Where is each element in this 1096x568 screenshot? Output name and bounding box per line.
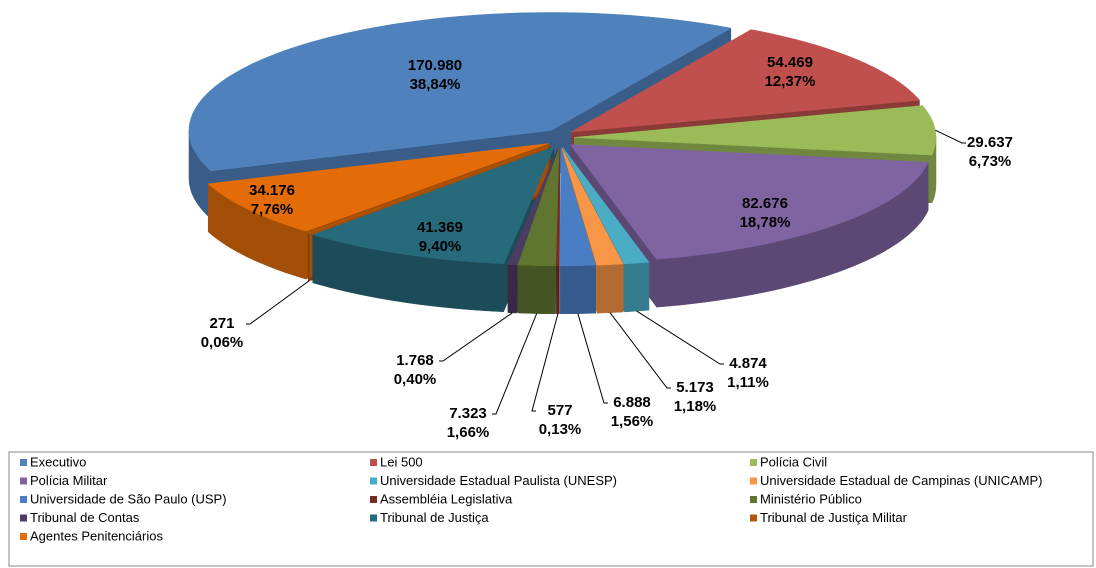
top-layer [188,12,937,267]
data-label: 29.637 [967,134,1013,151]
legend-swatch [370,477,377,485]
legend-swatch [20,514,27,522]
legend-swatch [370,496,377,503]
slice-wall [517,264,556,315]
leader-line [577,313,608,404]
leader-line [636,310,724,365]
legend-label: Ministério Público [760,491,862,506]
slice-wall [624,261,650,313]
data-label: 4.874 [729,355,767,372]
data-label: 1.768 [396,352,434,369]
leader-line [492,313,538,415]
legend-label: Universidade Estadual Paulista (UNESP) [380,473,617,488]
outer-layer [188,130,937,315]
percent-label: 0,06% [201,334,244,351]
legend-label: Tribunal de Contas [30,510,140,525]
percent-label: 9,40% [419,238,462,255]
slice-wall [596,263,624,314]
percent-label: 1,11% [727,374,769,391]
percent-label: 1,18% [674,398,717,415]
legend-swatch [20,459,27,466]
slice [507,147,559,266]
data-label: 7.323 [449,405,487,422]
data-label: 5.173 [676,379,714,396]
slice [562,147,650,265]
slice [570,29,921,133]
leader-line [246,280,309,325]
percent-label: 12,37% [765,73,816,90]
legend-label: Tribunal de Justiça [380,510,489,525]
leader-line [609,312,671,389]
data-label: 41.369 [417,219,463,236]
slice [559,147,597,267]
legend-label: Executivo [30,454,86,469]
data-label: 54.469 [767,54,813,71]
percent-label: 18,78% [740,214,791,231]
slice [569,144,929,260]
data-label: 271 [209,315,234,332]
data-label: 6.888 [613,394,651,411]
leader-line [935,129,966,144]
slice [517,147,560,267]
legend-label: Polícia Militar [30,473,108,488]
data-label: 170.980 [408,57,462,74]
slice [561,147,624,266]
slice [188,12,732,172]
legend-label: Universidade Estadual de Campinas (UNICA… [760,473,1043,488]
slice [556,147,561,267]
legend-label: Universidade de São Paulo (USP) [30,491,227,506]
percent-label: 1,56% [611,413,654,430]
percent-label: 6,73% [969,153,1012,170]
slice-wall [307,232,310,282]
legend-box [8,451,1094,567]
slice [307,145,551,234]
percent-label: 0,13% [539,421,582,438]
legend-label: Agentes Penitenciários [30,528,163,543]
leader-line [439,312,513,362]
legend-swatch [370,459,377,466]
legend-label: Lei 500 [380,454,423,469]
percent-label: 0,40% [394,371,437,388]
legend-swatch [750,459,757,466]
legend-swatch [20,496,27,503]
legend-swatch [750,496,757,503]
slice [311,146,555,264]
legend-label: Tribunal de Justiça Militar [760,510,908,525]
percent-label: 7,76% [251,201,294,218]
legend-swatch [750,514,757,522]
data-label: 82.676 [742,195,788,212]
labels-layer: 170.980 38,84% 54.469 12,37% 29.637 6,73% 82.6… [201,54,1013,441]
slice-wall [507,264,518,314]
legend-swatch [750,477,757,485]
legend-swatch [370,514,377,522]
slice-wall [556,265,560,315]
legend-label: Assembléia Legislativa [380,491,513,506]
slice-wall [559,264,596,315]
legend-layer: Executivo Lei 500 Polícia Civil Polícia Mil… [20,454,1043,543]
percent-label: 38,84% [410,76,461,93]
legend-swatch [20,533,27,540]
data-label: 34.176 [249,182,295,199]
slice [207,143,549,232]
legend-swatch [20,477,27,485]
leader-line [531,313,559,412]
percent-label: 1,66% [447,424,490,441]
legend-label: Polícia Civil [760,454,827,469]
data-label: 577 [547,402,572,419]
